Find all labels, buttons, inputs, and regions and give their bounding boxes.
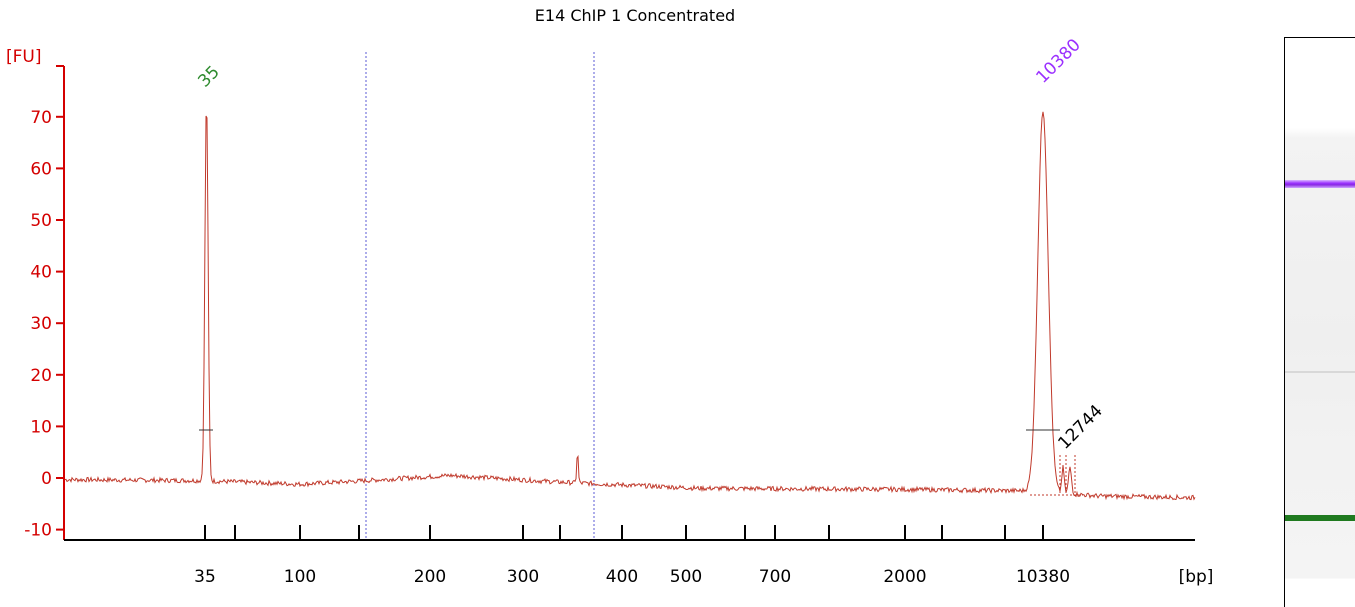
x-tick-label: 500 — [670, 567, 702, 587]
y-tick-label: 20 — [30, 366, 52, 386]
x-tick-label: 300 — [507, 567, 539, 587]
x-tick-label: 35 — [194, 567, 216, 587]
x-tick-label: 100 — [284, 567, 316, 587]
peak-label: 10380 — [1032, 35, 1084, 87]
x-tick-label: 700 — [759, 567, 791, 587]
peak-label: 12744 — [1054, 401, 1106, 453]
y-tick-label: 10 — [30, 417, 52, 437]
y-tick-label: 70 — [30, 108, 52, 128]
trace-line — [64, 111, 1196, 501]
peak-label: 35 — [194, 62, 223, 91]
upper-marker-band — [1285, 180, 1355, 188]
electropherogram-chart: -10 0 10 20 30 40 50 60 70 [FU] 35 100 200 300 400 500 7… — [6, 35, 1214, 587]
faint-band — [1285, 371, 1355, 373]
x-axis-label: [bp] — [1179, 567, 1214, 587]
chart-title: E14 ChIP 1 Concentrated — [534, 6, 736, 25]
y-tick-label: 30 — [30, 314, 52, 334]
y-axis-label: [FU] — [6, 47, 42, 67]
lower-marker-band — [1285, 515, 1355, 521]
y-tick-label: 50 — [30, 211, 52, 231]
y-tick-label: 40 — [30, 263, 52, 283]
gel-lane — [1284, 37, 1355, 607]
y-tick-label: 60 — [30, 159, 52, 179]
x-tick-label: 400 — [606, 567, 638, 587]
x-tick-label: 2000 — [883, 567, 926, 587]
x-tick-label: 10380 — [1016, 567, 1070, 587]
x-tick-label: 200 — [414, 567, 446, 587]
y-tick-label: -10 — [24, 521, 52, 541]
y-tick-label: 0 — [41, 469, 52, 489]
